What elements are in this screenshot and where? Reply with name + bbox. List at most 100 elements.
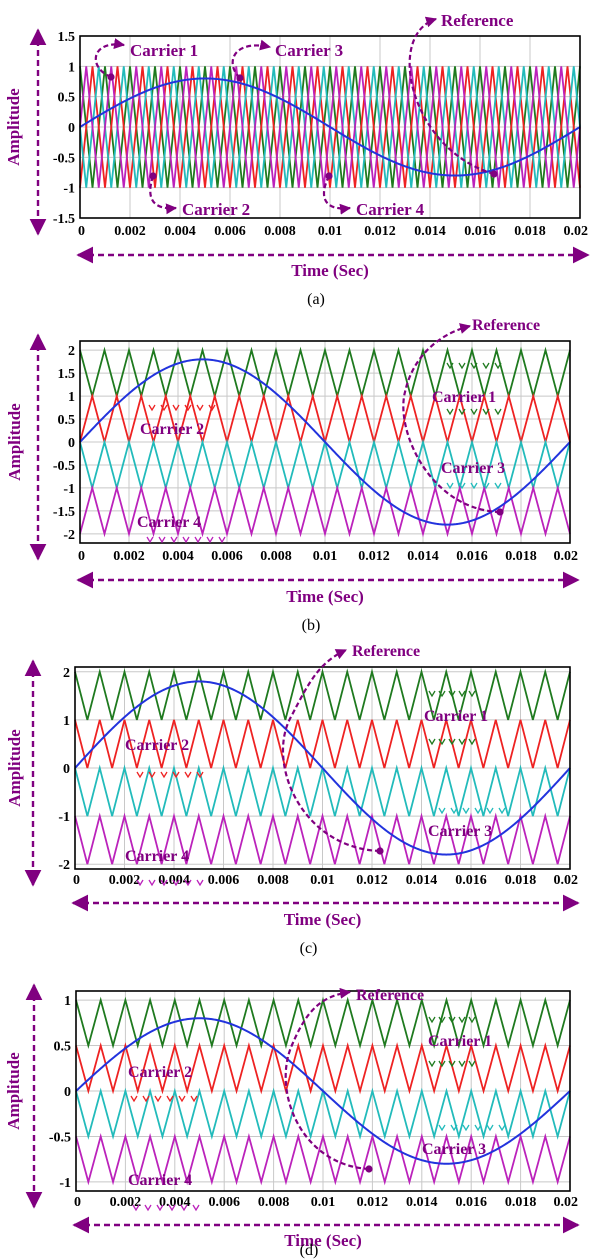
annotation-arrow xyxy=(408,16,495,176)
label-chevron xyxy=(148,771,156,779)
panel-caption: (d) xyxy=(300,1242,319,1259)
carrier-2-line xyxy=(74,719,571,769)
annotation-arrow xyxy=(322,175,352,215)
label-chevron xyxy=(438,807,446,815)
annotation-arrow xyxy=(94,38,126,79)
label-chevron xyxy=(446,408,454,416)
x-tick-label: 0.002 xyxy=(110,1195,142,1210)
y-tick-label: 1 xyxy=(63,714,70,729)
x-tick-label: 0.002 xyxy=(114,224,146,239)
x-tick-label: 0.018 xyxy=(505,549,537,564)
x-tick-label: 0.01 xyxy=(313,549,338,564)
label-chevron xyxy=(428,738,436,746)
x-tick-label: 0.006 xyxy=(214,224,246,239)
label-chevron xyxy=(136,879,144,887)
panel-caption: (a) xyxy=(307,291,325,308)
x-tick-label: 0.006 xyxy=(208,1195,240,1210)
label-chevron xyxy=(474,1124,482,1132)
carrier-4-line xyxy=(75,1133,571,1186)
annotation-reference: Reference xyxy=(352,643,420,660)
y-axis-label: Amplitude xyxy=(5,729,24,807)
label-chevron xyxy=(458,362,466,370)
y-tick-label: -0.5 xyxy=(53,459,75,474)
carrier-4-line xyxy=(74,812,571,865)
label-chevron xyxy=(448,1016,456,1024)
label-chevron xyxy=(196,404,204,412)
x-tick-label: 0.02 xyxy=(554,1195,579,1210)
annotation-carrier-4: Carrier 4 xyxy=(137,514,201,531)
y-tick-label: 0.5 xyxy=(58,91,76,106)
x-tick-label: 0.016 xyxy=(455,873,487,888)
label-chevron xyxy=(206,536,214,544)
x-axis-label: Time (Sec) xyxy=(284,910,362,929)
annotation-dot xyxy=(325,172,333,180)
label-chevron xyxy=(450,807,458,815)
x-tick-label: 0.016 xyxy=(455,1195,487,1210)
x-tick-label: 0.012 xyxy=(358,549,390,564)
reference-line xyxy=(74,680,571,856)
annotation-carrier-1: Carrier 1 xyxy=(424,708,488,725)
x-tick-label: 0.008 xyxy=(257,873,289,888)
x-tick-label: 0 xyxy=(78,224,85,239)
label-chevron xyxy=(438,1016,446,1024)
y-tick-label: -1 xyxy=(63,182,75,197)
annotation-arrow xyxy=(282,649,381,853)
y-tick-label: 2 xyxy=(68,344,75,359)
x-tick-label: 0.002 xyxy=(109,873,141,888)
x-tick-label: 0.018 xyxy=(505,1195,537,1210)
label-chevron xyxy=(462,807,470,815)
annotation-carrier-4: Carrier 4 xyxy=(356,200,425,219)
x-tick-label: 0.014 xyxy=(414,224,446,239)
annotation-dot xyxy=(376,847,384,855)
label-chevron xyxy=(160,771,168,779)
label-chevron xyxy=(194,536,202,544)
panel-caption: (b) xyxy=(302,617,321,634)
annotation-reference: Reference xyxy=(356,987,424,1004)
y-tick-label: 1 xyxy=(64,994,71,1009)
panel-caption: (c) xyxy=(300,940,318,957)
x-axis-label: Time (Sec) xyxy=(291,261,369,280)
label-chevron xyxy=(160,404,168,412)
y-tick-label: 0 xyxy=(68,121,75,136)
y-tick-label: 0 xyxy=(63,762,70,777)
carrier-1-line xyxy=(74,668,571,721)
label-chevron xyxy=(182,536,190,544)
label-chevron xyxy=(172,879,180,887)
label-chevron xyxy=(148,404,156,412)
x-tick-label: 0.01 xyxy=(318,224,343,239)
y-tick-label: -1 xyxy=(58,810,70,825)
label-chevron xyxy=(498,1124,506,1132)
label-chevron xyxy=(160,879,168,887)
y-tick-label: -0.5 xyxy=(53,151,75,166)
label-chevron xyxy=(470,482,478,490)
carrier-4-line xyxy=(79,484,571,538)
label-chevron xyxy=(196,879,204,887)
label-chevron xyxy=(468,1060,476,1068)
x-tick-label: 0 xyxy=(74,1195,81,1210)
x-tick-label: 0.02 xyxy=(564,224,589,239)
label-chevron xyxy=(166,1095,174,1103)
x-axis-label: Time (Sec) xyxy=(284,1231,362,1250)
x-tick-label: 0.004 xyxy=(164,224,196,239)
annotation-carrier-2: Carrier 2 xyxy=(128,1064,192,1081)
annotation-carrier-2: Carrier 2 xyxy=(182,200,250,219)
label-chevron xyxy=(196,771,204,779)
label-chevron xyxy=(458,408,466,416)
x-tick-label: 0.018 xyxy=(505,873,537,888)
label-chevron xyxy=(428,690,436,698)
label-chevron xyxy=(136,771,144,779)
y-tick-label: -1.5 xyxy=(53,505,75,520)
annotation-dot xyxy=(490,170,498,178)
x-tick-label: 0.01 xyxy=(310,873,335,888)
x-tick-label: 0.008 xyxy=(258,1195,290,1210)
label-chevron xyxy=(458,482,466,490)
annotation-carrier-3: Carrier 3 xyxy=(275,41,343,60)
label-chevron xyxy=(438,690,446,698)
label-chevron xyxy=(448,738,456,746)
y-axis-label: Amplitude xyxy=(4,88,23,166)
label-chevron xyxy=(130,1095,138,1103)
y-axis-label: Amplitude xyxy=(5,403,24,481)
annotation-carrier-1: Carrier 1 xyxy=(432,389,496,406)
carrier-1-line xyxy=(79,66,581,188)
